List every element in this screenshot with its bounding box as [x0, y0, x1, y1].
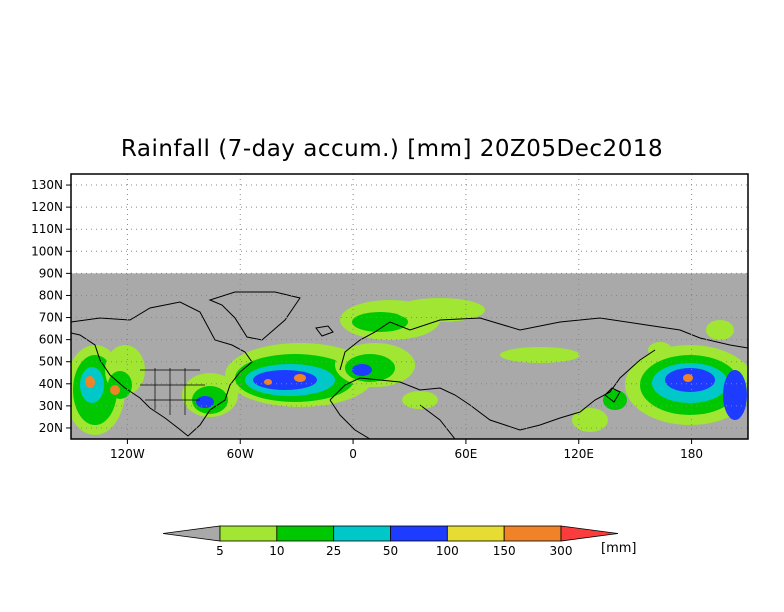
coastline-eurasia-north	[339, 317, 748, 371]
legend-threshold-label: 10	[269, 544, 284, 558]
coastline-japan	[604, 387, 621, 403]
coastline-iceland	[315, 325, 334, 337]
legend-swatch	[219, 525, 278, 542]
rain-area-dateline	[723, 370, 747, 420]
y-tick-label: 40N	[39, 377, 63, 391]
coastline-north-america	[71, 301, 253, 437]
x-tick-label: 180	[680, 447, 703, 461]
rain-max-europe	[352, 364, 372, 376]
legend-swatch	[333, 525, 391, 542]
y-tick-label: 100N	[31, 244, 63, 258]
rain-max-north-atlantic-2	[264, 379, 272, 385]
coastline-eurasia-south	[329, 349, 656, 431]
legend-swatch-above	[560, 525, 619, 542]
legend-colorbar: 5 10 25 50 100 150 300	[162, 525, 619, 558]
legend-threshold-label: 300	[550, 544, 573, 558]
legend-threshold-label: 25	[326, 544, 341, 558]
y-tick-label: 20N	[39, 421, 63, 435]
us-state-borders	[140, 368, 205, 415]
rain-area-nw-america-core	[108, 371, 132, 399]
rain-area-scandinavia-core	[352, 312, 408, 332]
x-tick-label: 0	[349, 447, 357, 461]
legend-threshold-label: 5	[216, 544, 224, 558]
plot-frame	[70, 173, 749, 440]
legend-units: [mm]	[601, 541, 637, 556]
legend-swatch	[503, 525, 562, 542]
legend-swatch	[390, 525, 448, 542]
rain-area-siberia	[500, 347, 580, 363]
map-title: Rainfall (7-day accum.) [mm] 20Z05Dec201…	[120, 136, 664, 162]
y-tick-label: 110N	[31, 222, 63, 236]
y-tick-label: 130N	[31, 178, 63, 192]
rain-area-north-atlantic-heavy	[253, 370, 317, 390]
rain-max-nw-america	[110, 385, 120, 395]
y-axis: 130N 120N 110N 100N 90N 80N 70N 60N 50N 40N 30N 20N	[31, 178, 71, 435]
x-tick-label: 60W	[227, 447, 254, 461]
x-tick-label: 120W	[110, 447, 145, 461]
rain-max-se-us	[196, 396, 214, 408]
coastline-greenland	[208, 291, 301, 341]
legend-threshold-label: 50	[383, 544, 398, 558]
coastline-africa	[329, 399, 456, 439]
y-tick-label: 120N	[31, 200, 63, 214]
legend-threshold-label: 150	[493, 544, 516, 558]
y-tick-label: 60N	[39, 333, 63, 347]
rain-max-north-atlantic	[294, 374, 306, 382]
coastlines	[71, 291, 748, 439]
graticule	[71, 174, 748, 439]
rain-area-east-asia	[572, 408, 608, 432]
y-tick-label: 90N	[39, 266, 63, 280]
legend-swatch	[446, 525, 505, 542]
legend-swatch	[276, 525, 335, 542]
y-tick-label: 80N	[39, 288, 63, 302]
y-tick-label: 70N	[39, 311, 63, 325]
rain-area-kamchatka	[648, 342, 672, 358]
rain-area-bering	[706, 320, 734, 340]
rainfall-field	[71, 298, 748, 435]
legend-threshold-label: 100	[436, 544, 459, 558]
x-tick-label: 120E	[564, 447, 595, 461]
legend-swatch-below	[162, 525, 221, 542]
y-tick-label: 50N	[39, 355, 63, 369]
rain-max-east-pacific	[85, 376, 95, 388]
x-axis: 120W 60W 0 60E 120E 180	[110, 439, 703, 461]
y-tick-label: 30N	[39, 399, 63, 413]
rain-area-arctic-russia	[395, 298, 485, 322]
rain-area-mediterranean	[402, 391, 438, 409]
x-tick-label: 60E	[454, 447, 477, 461]
rain-max-nw-pacific	[683, 374, 693, 382]
